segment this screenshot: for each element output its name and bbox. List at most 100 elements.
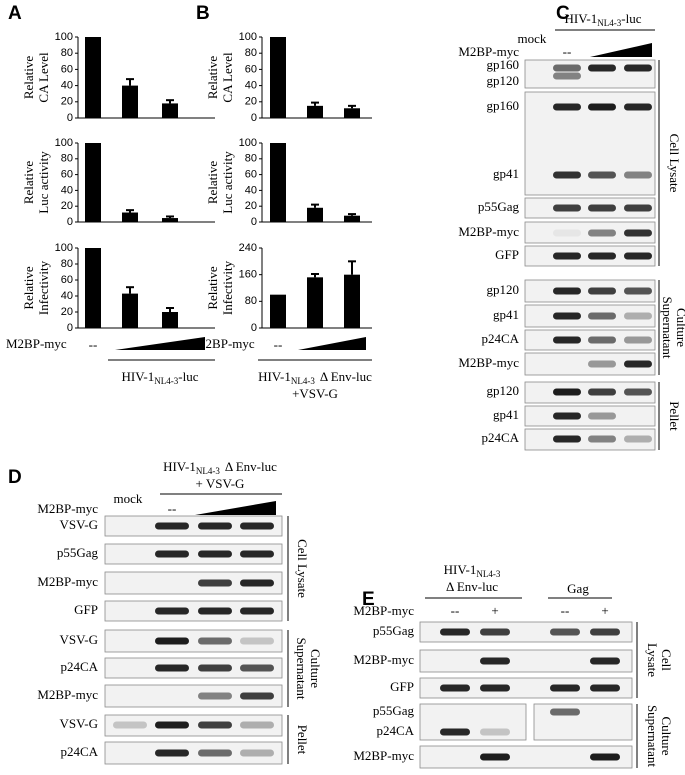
y-tick-label: 60 — [245, 63, 257, 75]
band — [624, 103, 652, 111]
band — [624, 204, 652, 212]
band — [198, 664, 232, 672]
protein-label: VSV-G — [59, 632, 98, 647]
y-tick-label: 80 — [61, 153, 73, 165]
band — [588, 229, 616, 237]
protein-label: VSV-G — [59, 517, 98, 532]
band — [198, 579, 232, 587]
wedge — [195, 501, 276, 515]
band — [624, 171, 652, 179]
y-tick-label: 80 — [61, 47, 73, 59]
y-tick-label: 40 — [61, 290, 73, 302]
protein-label: p55Gag — [478, 199, 520, 214]
panel-label: E — [362, 589, 375, 610]
construct-label: Gag — [567, 581, 589, 596]
protein-label: VSV-G — [59, 716, 98, 731]
y-tick-label: 40 — [61, 184, 73, 196]
band — [550, 708, 580, 716]
virus-label: HIV-1NL4-3-luc — [122, 369, 199, 386]
virus-suffix: Δ Env-luc — [225, 459, 277, 474]
y-tick-label: 240 — [239, 242, 257, 254]
bar — [270, 143, 286, 222]
band — [155, 749, 189, 757]
band — [588, 435, 616, 443]
y-tick-label: 20 — [61, 96, 73, 108]
virus-suffix: -luc — [178, 369, 198, 384]
band — [553, 435, 581, 443]
band — [588, 204, 616, 212]
protein-label: p24CA — [481, 430, 519, 445]
band — [198, 522, 232, 530]
band — [553, 64, 581, 72]
treatment-label: M2BP-myc — [6, 336, 67, 351]
blot-strip — [524, 59, 656, 89]
wedge — [590, 43, 652, 57]
virus-subscript: NL4-3 — [291, 376, 315, 386]
y-tick-label: 0 — [251, 322, 257, 334]
band — [588, 171, 616, 179]
band — [550, 628, 580, 636]
band — [553, 103, 581, 111]
blot-strip — [419, 677, 633, 699]
blot-strip — [524, 405, 656, 427]
bar — [307, 277, 323, 328]
blot-strip — [533, 703, 633, 741]
y-tick-label: 20 — [245, 96, 257, 108]
protein-label: gp120 — [487, 383, 520, 398]
blot-strip — [104, 600, 283, 622]
blot-strip — [524, 352, 656, 376]
band — [624, 252, 652, 260]
y-tick-label: 0 — [67, 112, 73, 124]
band — [440, 684, 470, 692]
virus-subscript: NL4-3 — [476, 569, 500, 579]
protein-label: gp41 — [493, 407, 519, 422]
blot-strip — [104, 684, 283, 708]
error-bar — [311, 203, 319, 208]
y-axis-label: Relative — [205, 161, 220, 205]
band — [155, 607, 189, 615]
y-tick-label: 100 — [55, 242, 73, 254]
group-label: Culture — [308, 649, 323, 688]
protein-label: gp160 — [487, 57, 520, 72]
virus-note: +VSV-G — [292, 386, 338, 401]
error-bar — [348, 260, 356, 275]
lane-label: -- — [563, 44, 572, 59]
y-tick-label: 40 — [61, 80, 73, 92]
band — [155, 550, 189, 558]
group-label: Supernatant — [294, 637, 309, 699]
band — [553, 412, 581, 420]
band — [590, 657, 620, 665]
blot-strip — [104, 629, 283, 653]
virus-subscript: NL4-3 — [597, 18, 621, 28]
y-tick-label: 100 — [55, 31, 73, 43]
band — [155, 664, 189, 672]
y-tick-label: 100 — [55, 137, 73, 149]
protein-label: gp120 — [487, 73, 520, 88]
y-axis-label: Relative — [21, 266, 36, 310]
blot-strip — [419, 649, 633, 673]
band — [198, 607, 232, 615]
band — [590, 753, 620, 761]
virus-subscript: NL4-3 — [154, 376, 178, 386]
band — [553, 252, 581, 260]
virus-label: HIV-1NL4-3-luc — [565, 11, 642, 28]
group-label: Cell Lysate — [295, 539, 310, 598]
protein-label: GFP — [390, 679, 414, 694]
wedge — [115, 337, 205, 350]
group-label: Culture — [674, 308, 685, 347]
y-tick-label: 0 — [251, 216, 257, 228]
mock-label: mock — [114, 491, 143, 506]
band — [588, 388, 616, 396]
protein-label: p55Gag — [57, 545, 99, 560]
virus-name: HIV-1 — [565, 11, 598, 26]
band — [624, 64, 652, 72]
band — [240, 692, 274, 700]
band — [624, 388, 652, 396]
error-bar — [126, 209, 134, 213]
y-tick-label: 60 — [61, 169, 73, 181]
bar — [307, 105, 323, 118]
y-tick-label: 40 — [245, 184, 257, 196]
band — [198, 749, 232, 757]
bar — [270, 294, 286, 328]
